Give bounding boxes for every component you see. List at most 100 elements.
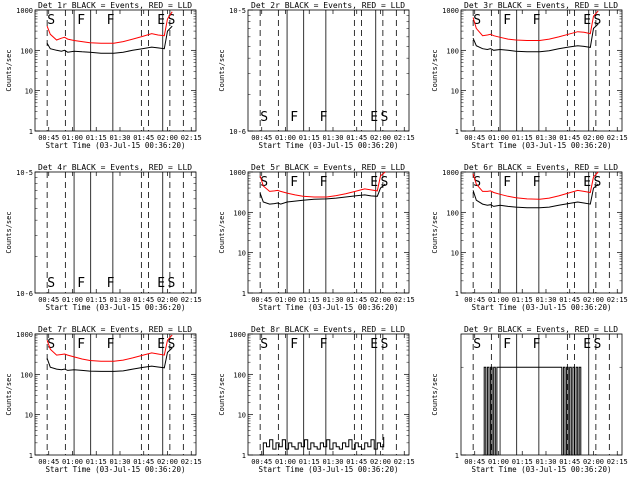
x-tick-label: 01:30 bbox=[322, 134, 343, 142]
flag-F: F bbox=[77, 13, 85, 28]
flag-S: S bbox=[473, 337, 481, 352]
x-tick-label: 01:15 bbox=[512, 296, 533, 304]
flag-F: F bbox=[290, 337, 298, 352]
x-axis-label: Start Time (03-Jul-15 00:36:20) bbox=[46, 465, 186, 474]
x-tick-label: 01:30 bbox=[322, 296, 343, 304]
flag-S: S bbox=[47, 337, 55, 352]
y-tick-label: 10 bbox=[238, 412, 246, 420]
x-tick-label: 01:15 bbox=[299, 296, 320, 304]
panel-title: Det 6r BLACK = Events, RED = LLD bbox=[464, 163, 618, 172]
x-axis-label: Start Time (03-Jul-15 00:36:20) bbox=[259, 303, 399, 312]
x-tick-label: 01:30 bbox=[535, 296, 556, 304]
flag-F: F bbox=[77, 337, 85, 352]
x-tick-label: 01:00 bbox=[275, 296, 296, 304]
flag-E: E bbox=[370, 175, 378, 190]
flag-S: S bbox=[594, 337, 602, 352]
x-tick-label: 02:15 bbox=[394, 458, 415, 466]
y-tick-label: 1000 bbox=[16, 331, 33, 339]
flag-S: S bbox=[168, 337, 176, 352]
x-tick-label: 00:45 bbox=[38, 296, 59, 304]
x-tick-label: 01:15 bbox=[86, 134, 107, 142]
plot-frame bbox=[460, 333, 623, 456]
x-axis-label: Start Time (03-Jul-15 00:36:20) bbox=[259, 465, 399, 474]
x-tick-label: 01:15 bbox=[86, 296, 107, 304]
y-tick-label: 10-5 bbox=[229, 7, 246, 15]
x-tick-label: 01:00 bbox=[62, 134, 83, 142]
flag-S: S bbox=[260, 175, 268, 190]
x-tick-label: 02:15 bbox=[607, 458, 628, 466]
flag-E: E bbox=[583, 337, 591, 352]
y-tick-label: 10-6 bbox=[229, 128, 246, 136]
series-events bbox=[482, 366, 582, 456]
flag-S: S bbox=[260, 110, 268, 125]
x-tick-label: 01:45 bbox=[559, 458, 580, 466]
series-lld bbox=[259, 171, 386, 198]
flag-S: S bbox=[594, 13, 602, 28]
x-tick-label: 01:30 bbox=[109, 296, 130, 304]
series-lld bbox=[472, 171, 599, 200]
panel-title: Det 9r BLACK = Events, RED = LLD bbox=[464, 325, 618, 334]
flag-F: F bbox=[77, 276, 85, 291]
flag-S: S bbox=[168, 276, 176, 291]
y-tick-label: 1 bbox=[242, 290, 246, 298]
y-tick-label: 10-6 bbox=[16, 290, 33, 298]
x-tick-label: 00:45 bbox=[38, 134, 59, 142]
x-tick-label: 02:00 bbox=[583, 458, 604, 466]
plot-frame bbox=[247, 333, 410, 456]
x-tick-label: 02:00 bbox=[157, 296, 178, 304]
y-axis-label: Counts/sec bbox=[5, 373, 13, 415]
y-tick-label: 1 bbox=[455, 290, 459, 298]
y-tick-label: 1000 bbox=[229, 331, 246, 339]
x-tick-label: 01:45 bbox=[559, 296, 580, 304]
flag-S: S bbox=[381, 175, 389, 190]
x-tick-label: 01:45 bbox=[133, 134, 154, 142]
flag-F: F bbox=[533, 13, 541, 28]
x-tick-label: 02:15 bbox=[181, 134, 202, 142]
x-tick-label: 01:45 bbox=[133, 458, 154, 466]
y-tick-label: 1 bbox=[455, 128, 459, 136]
flag-E: E bbox=[157, 13, 165, 28]
x-tick-label: 02:15 bbox=[607, 134, 628, 142]
y-tick-label: 100 bbox=[446, 47, 459, 55]
x-axis-label: Start Time (03-Jul-15 00:36:20) bbox=[46, 303, 186, 312]
series-events bbox=[472, 23, 599, 53]
series-events bbox=[46, 25, 173, 54]
y-axis-label: Counts/sec bbox=[218, 49, 226, 91]
y-axis-label: Counts/sec bbox=[431, 211, 439, 253]
panel-title: Det 5r BLACK = Events, RED = LLD bbox=[251, 163, 405, 172]
flag-F: F bbox=[290, 175, 298, 190]
panel-title: Det 2r BLACK = Events, RED = LLD bbox=[251, 1, 405, 10]
flag-F: F bbox=[107, 13, 115, 28]
flag-E: E bbox=[157, 337, 165, 352]
x-tick-label: 02:15 bbox=[394, 296, 415, 304]
x-tick-label: 00:45 bbox=[38, 458, 59, 466]
y-axis-label: Counts/sec bbox=[431, 49, 439, 91]
flag-F: F bbox=[290, 110, 298, 125]
y-axis-label: Counts/sec bbox=[5, 211, 13, 253]
x-tick-label: 01:00 bbox=[62, 458, 83, 466]
x-tick-label: 01:45 bbox=[346, 296, 367, 304]
series-lld bbox=[46, 334, 173, 362]
plot-frame bbox=[34, 9, 197, 132]
x-tick-label: 02:00 bbox=[157, 134, 178, 142]
x-tick-label: 01:45 bbox=[346, 134, 367, 142]
x-axis-label: Start Time (03-Jul-15 00:36:20) bbox=[46, 141, 186, 150]
flag-S: S bbox=[260, 337, 268, 352]
flag-F: F bbox=[107, 276, 115, 291]
y-tick-label: 1000 bbox=[229, 169, 246, 177]
flag-E: E bbox=[370, 337, 378, 352]
flag-S: S bbox=[47, 13, 55, 28]
y-tick-label: 10 bbox=[451, 88, 459, 96]
x-tick-label: 02:15 bbox=[394, 134, 415, 142]
series-events bbox=[260, 437, 385, 456]
flag-S: S bbox=[473, 175, 481, 190]
x-tick-label: 02:15 bbox=[607, 296, 628, 304]
x-tick-label: 00:45 bbox=[464, 134, 485, 142]
x-tick-label: 02:00 bbox=[583, 296, 604, 304]
flag-F: F bbox=[503, 337, 511, 352]
